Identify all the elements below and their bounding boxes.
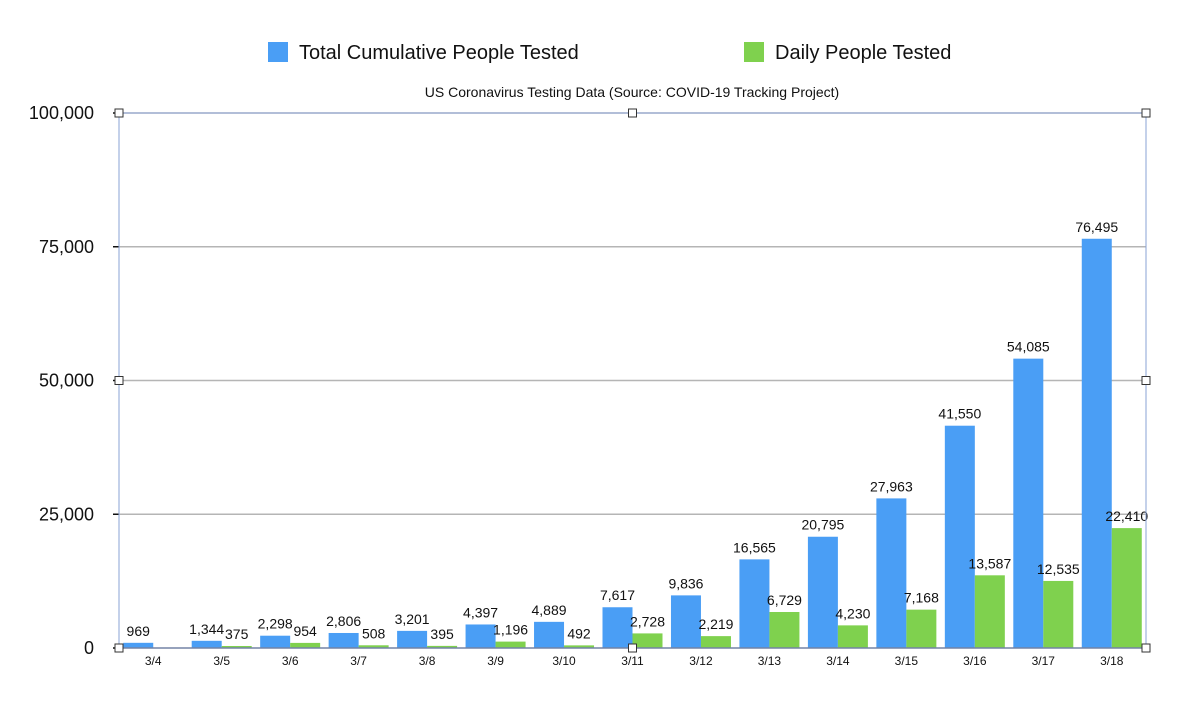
resize-handle[interactable] bbox=[114, 108, 124, 118]
data-label-daily: 2,219 bbox=[698, 616, 733, 632]
resize-handle[interactable] bbox=[114, 643, 124, 653]
bar-daily bbox=[564, 645, 595, 648]
x-tick-label: 3/11 bbox=[621, 654, 644, 668]
data-label-cumulative: 2,298 bbox=[258, 616, 293, 632]
bar-daily bbox=[837, 625, 868, 648]
x-tick-label: 3/8 bbox=[419, 654, 436, 668]
bar-cumulative bbox=[670, 595, 701, 648]
data-label-cumulative: 4,397 bbox=[463, 604, 498, 620]
bar-cumulative bbox=[739, 559, 770, 648]
data-label-daily: 375 bbox=[225, 626, 249, 642]
bar-daily bbox=[906, 609, 937, 648]
bar-cumulative bbox=[1013, 358, 1044, 648]
x-tick-label: 3/4 bbox=[145, 654, 162, 668]
data-label-daily: 2,728 bbox=[630, 613, 665, 629]
legend: Total Cumulative People Tested Daily Peo… bbox=[268, 42, 951, 64]
bar-cumulative bbox=[328, 632, 359, 648]
data-label-daily: 22,410 bbox=[1105, 508, 1148, 524]
y-tick-label: 0 bbox=[84, 638, 94, 658]
data-label-cumulative: 7,617 bbox=[600, 587, 635, 603]
resize-handle[interactable] bbox=[1141, 108, 1151, 118]
data-label-cumulative: 4,889 bbox=[532, 602, 567, 618]
y-tick-label: 50,000 bbox=[39, 371, 94, 391]
bar-cumulative bbox=[123, 642, 154, 648]
legend-label-daily: Daily People Tested bbox=[775, 42, 951, 64]
data-label-cumulative: 9,836 bbox=[668, 575, 703, 591]
x-tick-label: 3/12 bbox=[689, 654, 713, 668]
x-tick-label: 3/14 bbox=[826, 654, 850, 668]
bar-cumulative bbox=[534, 621, 565, 648]
bar-cumulative bbox=[876, 498, 907, 648]
bar-cumulative bbox=[602, 607, 633, 648]
x-tick-label: 3/16 bbox=[963, 654, 987, 668]
data-label-cumulative: 16,565 bbox=[733, 539, 776, 555]
data-label-cumulative: 27,963 bbox=[870, 478, 913, 494]
data-label-daily: 6,729 bbox=[767, 592, 802, 608]
y-tick-label: 25,000 bbox=[39, 504, 94, 524]
bar-daily bbox=[221, 645, 252, 648]
bar-daily bbox=[1111, 528, 1142, 648]
bar-daily bbox=[974, 575, 1005, 648]
legend-label-cumulative: Total Cumulative People Tested bbox=[299, 42, 579, 64]
bar-daily bbox=[427, 645, 458, 648]
data-label-daily: 954 bbox=[293, 623, 317, 639]
x-tick-label: 3/9 bbox=[487, 654, 504, 668]
x-tick-label: 3/18 bbox=[1100, 654, 1124, 668]
bar-daily bbox=[632, 633, 663, 648]
data-label-daily: 1,196 bbox=[493, 622, 528, 638]
data-label-daily: 12,535 bbox=[1037, 561, 1080, 577]
data-label-daily: 508 bbox=[362, 625, 386, 641]
legend-swatch-daily bbox=[744, 42, 764, 62]
data-label-daily: 7,168 bbox=[904, 590, 939, 606]
y-tick-label: 75,000 bbox=[39, 237, 94, 257]
x-tick-label: 3/7 bbox=[350, 654, 367, 668]
data-label-cumulative: 2,806 bbox=[326, 613, 361, 629]
bar-daily bbox=[290, 642, 321, 648]
data-label-cumulative: 41,550 bbox=[938, 406, 981, 422]
bar-daily bbox=[495, 641, 526, 648]
bar-cumulative bbox=[944, 425, 975, 648]
x-tick-label: 3/10 bbox=[552, 654, 576, 668]
bar-daily bbox=[1043, 580, 1074, 648]
data-label-daily: 4,230 bbox=[835, 605, 870, 621]
resize-handle[interactable] bbox=[628, 643, 637, 653]
resize-handle[interactable] bbox=[628, 108, 637, 118]
bar-cumulative bbox=[397, 630, 428, 648]
data-label-cumulative: 969 bbox=[127, 623, 151, 639]
bar-cumulative bbox=[465, 624, 496, 648]
data-label-cumulative: 20,795 bbox=[801, 517, 844, 533]
x-tick-label: 3/15 bbox=[895, 654, 919, 668]
data-label-daily: 492 bbox=[567, 625, 591, 641]
bars bbox=[123, 238, 1142, 648]
gridlines bbox=[119, 112, 1146, 515]
data-label-cumulative: 3,201 bbox=[395, 611, 430, 627]
bar-daily bbox=[700, 636, 731, 648]
bar-cumulative bbox=[807, 536, 838, 648]
resize-handle[interactable] bbox=[1141, 643, 1151, 653]
data-label-cumulative: 54,085 bbox=[1007, 339, 1050, 355]
y-tick-label: 100,000 bbox=[29, 103, 94, 123]
x-tick-label: 3/5 bbox=[213, 654, 230, 668]
bar-daily bbox=[769, 611, 800, 648]
data-label-daily: 13,587 bbox=[968, 555, 1011, 571]
data-label-cumulative: 1,344 bbox=[189, 621, 224, 637]
data-label-daily: 395 bbox=[430, 626, 454, 642]
axes: 0 25,000 50,000 75,000 100,000 3/4 3/5 3/6 3/7 3/… bbox=[29, 103, 1146, 668]
bar-cumulative bbox=[260, 635, 291, 648]
data-label-cumulative: 76,495 bbox=[1075, 219, 1118, 235]
x-tick-label: 3/13 bbox=[758, 654, 782, 668]
bar-cumulative bbox=[191, 640, 222, 648]
resize-handle[interactable] bbox=[114, 376, 124, 385]
x-tick-label: 3/6 bbox=[282, 654, 299, 668]
legend-swatch-cumulative bbox=[268, 42, 288, 62]
x-tick-label: 3/17 bbox=[1032, 654, 1056, 668]
bar-cumulative bbox=[1081, 238, 1112, 648]
resize-handle[interactable] bbox=[1141, 376, 1151, 385]
selection-frame[interactable] bbox=[114, 108, 1151, 653]
chart-title: US Coronavirus Testing Data (Source: COV… bbox=[425, 84, 839, 100]
bar-daily bbox=[358, 645, 389, 648]
